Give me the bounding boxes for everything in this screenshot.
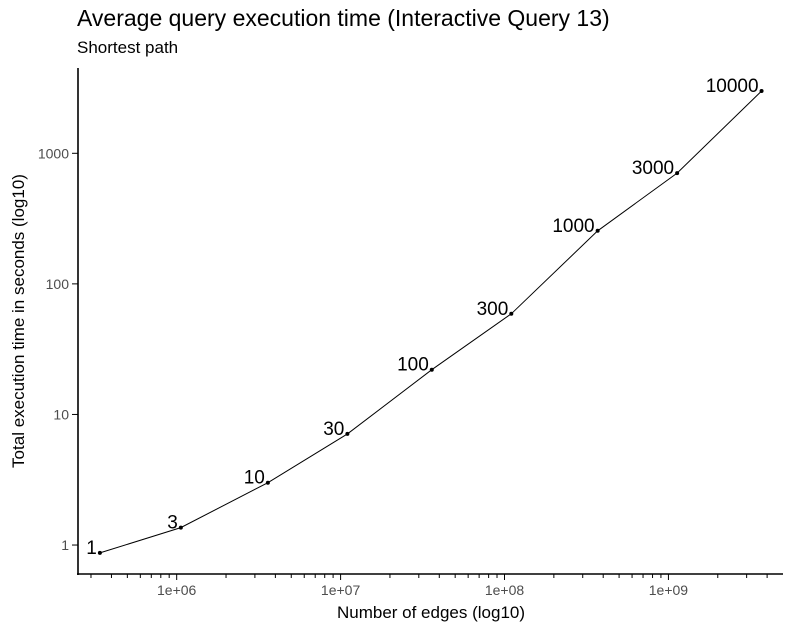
- data-point: [97, 550, 102, 555]
- data-point-label: 300: [477, 299, 509, 320]
- data-point: [509, 311, 514, 316]
- y-tick-label: 1000: [38, 145, 69, 161]
- data-point: [675, 171, 680, 176]
- data-point: [759, 88, 764, 93]
- x-axis-ticks: 1e+06 1e+07 1e+08 1e+09: [90, 574, 768, 598]
- x-tick-label: 1e+08: [485, 582, 525, 598]
- data-points: 1 3 10 30 100 300 1000 3000 10000: [86, 76, 764, 559]
- data-point-label: 30: [323, 419, 344, 440]
- chart-title: Average query execution time (Interactiv…: [77, 5, 610, 31]
- data-point-label: 1000: [552, 216, 594, 237]
- data-point-label: 1: [86, 538, 97, 559]
- data-point: [345, 431, 350, 436]
- data-point-label: 10: [244, 468, 265, 489]
- y-tick-label: 1: [61, 537, 69, 553]
- data-point-label: 3: [167, 513, 178, 534]
- chart-subtitle: Shortest path: [77, 38, 178, 57]
- data-point: [429, 367, 434, 372]
- y-axis-ticks: 1 10 100 1000: [38, 145, 78, 553]
- x-tick-label: 1e+06: [157, 582, 197, 598]
- data-point: [178, 525, 183, 530]
- x-axis-title: Number of edges (log10): [337, 603, 525, 622]
- data-point-label: 100: [397, 355, 429, 376]
- y-axis-title: Total execution time in seconds (log10): [9, 174, 28, 468]
- data-point-label: 10000: [706, 76, 759, 97]
- data-point: [265, 480, 270, 485]
- data-point-label: 3000: [632, 158, 674, 179]
- data-point: [595, 228, 600, 233]
- y-tick-label: 10: [53, 406, 69, 422]
- x-tick-label: 1e+09: [649, 582, 689, 598]
- y-tick-label: 100: [46, 276, 70, 292]
- x-tick-label: 1e+07: [321, 582, 361, 598]
